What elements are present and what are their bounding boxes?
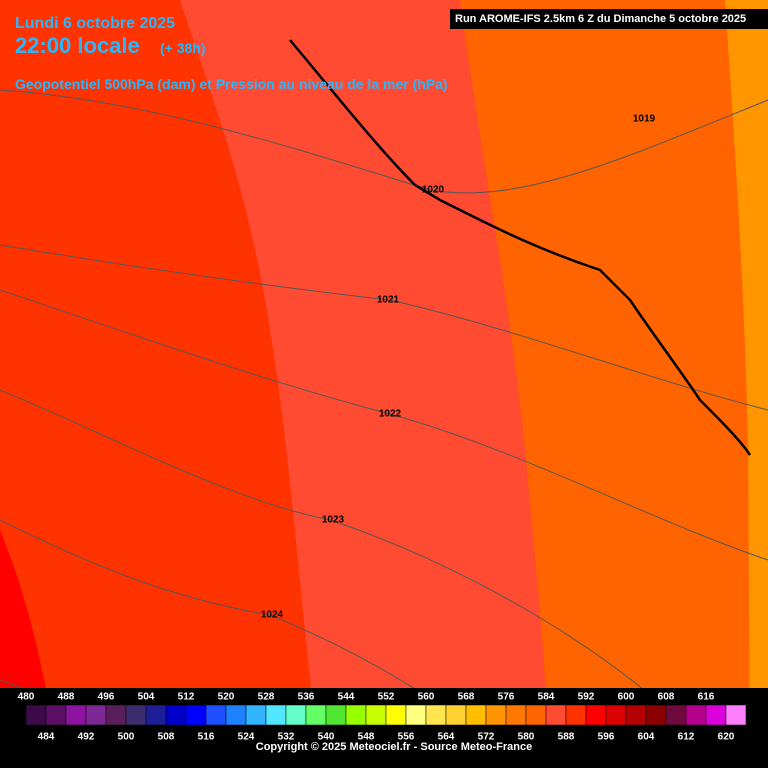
colorbar-label: 524 [238,732,255,743]
colorbar-label: 544 [338,692,355,703]
colorbar-label: 520 [218,692,235,703]
isobar-label: 1024 [261,610,284,621]
field-zone [460,0,750,768]
colorbar-label: 576 [498,692,515,703]
colorbar-label: 516 [198,732,215,743]
colorbar-label: 596 [598,732,615,743]
isobar-label: 1022 [379,409,402,420]
run-box [450,9,768,29]
colorbar-label: 608 [658,692,675,703]
colorbar-label: 488 [58,692,75,703]
colorbar-label: 612 [678,732,695,743]
colorbar-swatch [605,704,627,726]
colorbar-swatch [585,704,607,726]
isobar [0,289,768,561]
colorbar-label: 536 [298,692,315,703]
colorbar-swatch [245,704,267,726]
field-zone [725,0,768,768]
colorbar-swatch [525,704,547,726]
colorbar-label: 560 [418,692,435,703]
colorbar-swatch [285,704,307,726]
colorbar-label: 532 [278,732,295,743]
isobar-label: 1025 [179,728,202,739]
colorbar-label: 572 [478,732,495,743]
copyright: Copyright © 2025 Meteociel.fr - Source M… [256,741,532,753]
colorbar-label: 620 [718,732,735,743]
isobar [0,244,768,411]
time: 22:00 locale [15,33,140,58]
colorbar-label: 484 [38,732,55,743]
colorbar-label: 548 [358,732,375,743]
colorbar-label: 504 [138,692,155,703]
colorbar-swatch [565,704,587,726]
colorbar-label: 588 [558,732,575,743]
colorbar-label: 584 [538,692,555,703]
colorbar-swatch [65,704,87,726]
colorbar-label: 500 [118,732,135,743]
lead: (+ 38h) [160,40,206,56]
isobar-label: 1021 [377,295,400,306]
isobar-label: 1020 [422,185,445,196]
colorbar-swatch [365,704,387,726]
isobar-label: 1019 [633,114,656,125]
colorbar-label: 492 [78,732,95,743]
border [289,39,752,456]
colorbar-swatch [665,704,687,726]
colorbar-swatch [385,704,407,726]
colorbar-label: 568 [458,692,475,703]
colorbar-swatch [105,704,127,726]
colorbar-label: 552 [378,692,395,703]
colorbar-swatch [125,704,147,726]
colorbar-label: 580 [518,732,535,743]
isobar-label: 1023 [322,515,345,526]
colorbar-label: 496 [98,692,115,703]
colorbar-swatch [165,704,187,726]
field-zone [180,0,550,768]
colorbar-label: 508 [158,732,175,743]
colorbar-label: 616 [698,692,715,703]
colorbar-label: 564 [438,732,455,743]
colorbar-swatch [205,704,227,726]
colorbar-swatch [225,704,247,726]
colorbar-label: 600 [618,692,635,703]
colorbar-swatch [465,704,487,726]
run: Run AROME-IFS 2.5km 6 Z du Dimanche 5 oc… [455,13,746,25]
colorbar-swatch [305,704,327,726]
colorbar-swatch [325,704,347,726]
colorbar-label: 512 [178,692,195,703]
colorbar-swatch [45,704,67,726]
colorbar-swatch [625,704,647,726]
colorbar-label: 592 [578,692,595,703]
colorbar-label: 480 [18,692,35,703]
isobar [0,389,701,741]
colorbar-swatch [185,704,207,726]
colorbar-label: 528 [258,692,275,703]
colorbar-panel [0,688,768,768]
colorbar-swatch [345,704,367,726]
colorbar-swatch [85,704,107,726]
colorbar-label: 540 [318,732,335,743]
colorbar-swatch [705,704,727,726]
colorbar-swatch [25,704,47,726]
colorbar-swatch [265,704,287,726]
colorbar-swatch [685,704,707,726]
subtitle: Geopotentiel 500hPa (dam) et Pression au… [15,76,448,92]
colorbar-swatch [405,704,427,726]
colorbar-label: 604 [638,732,655,743]
colorbar-swatch [485,704,507,726]
colorbar-swatch [425,704,447,726]
colorbar-swatch [445,704,467,726]
colorbar-swatch [505,704,527,726]
colorbar-swatch [545,704,567,726]
colorbar-swatch [725,704,747,726]
colorbar-swatch [645,704,667,726]
colorbar-swatch [145,704,167,726]
date: Lundi 6 octobre 2025 [15,15,175,32]
colorbar-label: 556 [398,732,415,743]
